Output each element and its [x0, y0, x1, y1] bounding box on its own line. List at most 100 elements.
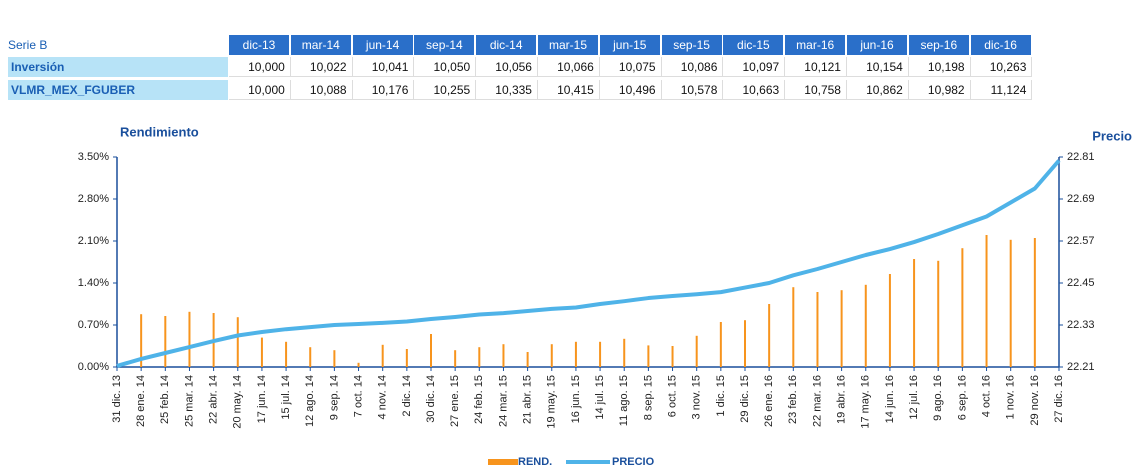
- bar: [985, 235, 988, 367]
- table-cell: 10,086: [661, 57, 724, 77]
- y-axis-title: Rendimiento: [120, 124, 199, 139]
- column-header: mar-16: [785, 35, 846, 55]
- bar: [599, 341, 602, 367]
- column-header: jun-16: [847, 35, 907, 55]
- bar: [478, 347, 481, 367]
- x-tick-label: 29 dic. 15: [739, 375, 751, 423]
- table-cell: 10,415: [538, 80, 600, 100]
- table-cell: 10,088: [290, 80, 353, 100]
- table-cell: 10,758: [785, 80, 847, 100]
- x-tick-label: 24 mar. 15: [497, 375, 509, 427]
- bar: [454, 350, 457, 367]
- x-tick-label: 7 oct. 14: [352, 375, 364, 417]
- x-tick-label: 8 sep. 15: [642, 375, 654, 420]
- y2-tick-label: 22.33: [1067, 319, 1095, 331]
- bar: [333, 350, 336, 367]
- bar: [961, 248, 964, 367]
- y-tick-label: 0.00%: [78, 361, 109, 373]
- table-cell: 10,022: [290, 57, 353, 77]
- x-tick-label: 6 sep. 16: [956, 375, 968, 420]
- x-tick-label: 17 jun. 14: [256, 375, 268, 423]
- table-cell: 10,862: [847, 80, 909, 100]
- bar: [430, 334, 432, 367]
- bar: [260, 337, 263, 367]
- x-tick-label: 4 oct. 16: [980, 375, 992, 417]
- y-tick-label: 1.40%: [78, 277, 109, 289]
- column-header: dic-15: [723, 35, 784, 55]
- bar: [647, 345, 650, 367]
- table-cell: 10,496: [599, 80, 662, 100]
- y2-tick-label: 22.45: [1067, 277, 1095, 289]
- column-header: sep-16: [908, 35, 969, 55]
- y-tick-label: 2.80%: [78, 193, 109, 205]
- bar: [816, 292, 819, 367]
- table-cell: 10,198: [908, 57, 971, 77]
- bar: [671, 346, 674, 367]
- bar: [357, 362, 360, 367]
- x-tick-label: 30 dic. 14: [425, 375, 437, 423]
- x-tick-label: 12 ago. 14: [304, 375, 316, 427]
- x-tick-label: 12 jul. 16: [908, 375, 920, 420]
- y-tick-label: 0.70%: [78, 319, 109, 331]
- bar: [526, 352, 529, 367]
- bar: [695, 335, 698, 367]
- bar: [285, 341, 288, 367]
- table-cell: 10,154: [847, 57, 909, 77]
- price-line: [116, 159, 1061, 368]
- bar: [913, 259, 916, 367]
- bar: [840, 290, 843, 367]
- x-tick-label: 26 ene. 16: [763, 375, 775, 427]
- x-tick-label: 9 ago. 16: [932, 375, 944, 421]
- x-tick-label: 14 jun. 16: [884, 375, 896, 423]
- x-tick-label: 2 dic. 14: [401, 375, 413, 417]
- x-tick-label: 16 jun. 15: [570, 375, 582, 423]
- x-tick-label: 31 dic. 13: [111, 375, 123, 423]
- x-tick-label: 25 mar. 14: [183, 375, 195, 427]
- bar: [236, 317, 239, 367]
- bar: [768, 304, 771, 367]
- bar: [381, 344, 384, 367]
- x-tick-label: 21 abr. 15: [522, 375, 534, 424]
- table-cell: 10,075: [599, 57, 662, 77]
- legend-label: REND.: [518, 456, 552, 468]
- bar: [140, 314, 143, 367]
- bar: [574, 341, 577, 367]
- y2-axis-title: Precio: [1092, 128, 1132, 143]
- column-header: jun-14: [352, 35, 413, 55]
- y2-tick-label: 22.69: [1067, 193, 1095, 205]
- x-tick-label: 19 may. 15: [546, 375, 558, 429]
- x-tick-label: 22 abr. 14: [208, 375, 220, 424]
- x-tick-label: 29 nov. 16: [1029, 375, 1041, 426]
- bar: [550, 344, 553, 367]
- table-cell: 10,000: [229, 57, 291, 77]
- table-cell: 10,982: [908, 80, 971, 100]
- table-cell: 10,176: [352, 80, 415, 100]
- column-header: sep-14: [414, 35, 475, 55]
- table-cell: 10,263: [970, 57, 1033, 77]
- bar: [888, 274, 891, 367]
- row-label: VLMR_MEX_FGUBER: [8, 80, 228, 100]
- legend-swatch: [488, 459, 518, 465]
- table-cell: 10,066: [538, 57, 600, 77]
- x-tick-label: 9 sep. 14: [328, 375, 340, 420]
- table-cell: 10,050: [414, 57, 477, 77]
- table-cell: 11,124: [970, 80, 1033, 100]
- table-cell: 10,121: [785, 57, 847, 77]
- column-header: mar-14: [290, 35, 351, 55]
- bar: [405, 349, 408, 367]
- x-tick-label: 28 ene. 14: [135, 375, 147, 427]
- x-tick-label: 17 may. 16: [860, 375, 872, 429]
- x-tick-label: 23 feb. 16: [787, 375, 799, 424]
- legend-label: PRECIO: [612, 456, 655, 468]
- y2-tick-label: 22.81: [1067, 151, 1095, 163]
- table-cell: 10,000: [229, 80, 291, 100]
- row-label: Inversión: [8, 57, 228, 77]
- x-tick-label: 3 nov. 15: [691, 375, 703, 419]
- x-tick-label: 20 may. 14: [232, 375, 244, 429]
- bar: [1033, 238, 1036, 367]
- bar: [188, 311, 191, 367]
- bar: [1009, 239, 1012, 367]
- y2-tick-label: 22.21: [1067, 361, 1095, 373]
- x-tick-label: 4 nov. 14: [377, 375, 389, 419]
